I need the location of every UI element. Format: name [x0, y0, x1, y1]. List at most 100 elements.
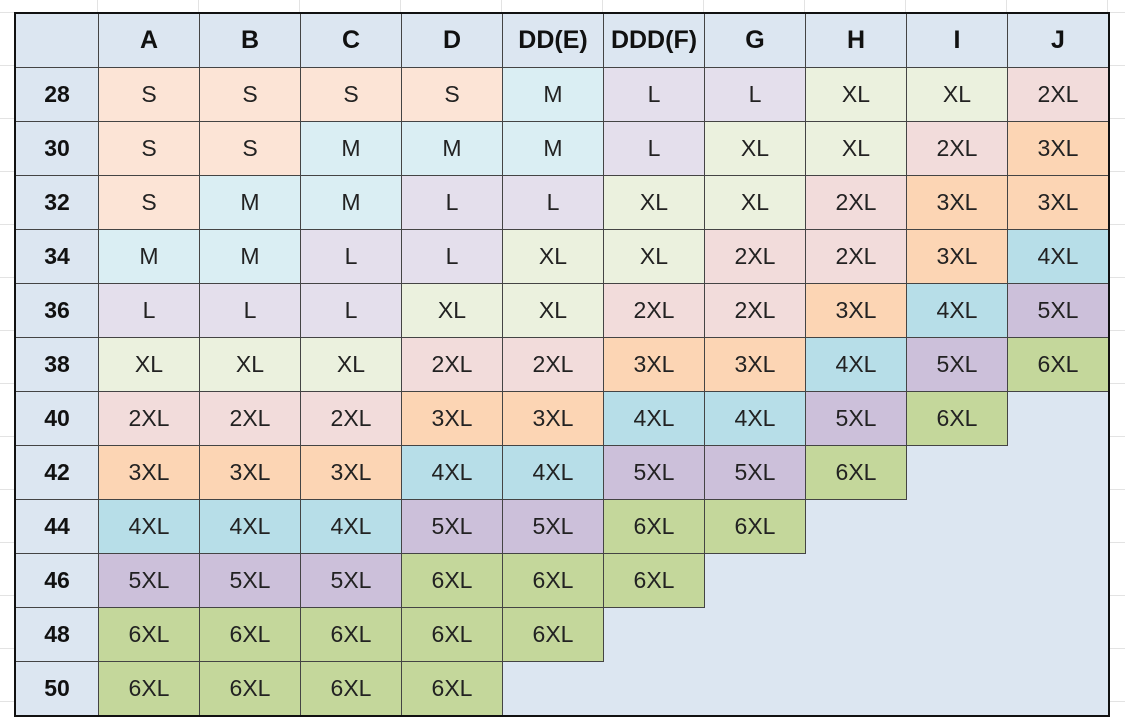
- size-cell: XL: [805, 67, 907, 122]
- size-cell: XL: [98, 337, 200, 392]
- table-row: 40 2XL 2XL 2XL 3XL 3XL 4XL 4XL 5XL 6XL: [14, 391, 1110, 446]
- column-header: C: [300, 12, 402, 68]
- size-cell: L: [300, 229, 402, 284]
- size-cell: M: [401, 121, 503, 176]
- size-cell: 6XL: [199, 607, 301, 662]
- size-cell: 5XL: [502, 499, 604, 554]
- row-header: 28: [14, 67, 99, 122]
- size-cell: M: [300, 121, 402, 176]
- table-row: 50 6XL 6XL 6XL 6XL: [14, 661, 1109, 717]
- size-cell: 6XL: [199, 661, 301, 717]
- size-cell: 6XL: [98, 607, 200, 662]
- size-cell: 6XL: [1007, 337, 1110, 392]
- size-cell: XL: [906, 67, 1008, 122]
- size-cell: XL: [603, 175, 705, 230]
- size-cell: 6XL: [502, 553, 604, 608]
- size-cell: 6XL: [300, 661, 402, 717]
- size-cell: 2XL: [906, 121, 1008, 176]
- empty-cell: [503, 662, 604, 717]
- size-cell: 3XL: [603, 337, 705, 392]
- size-cell: 3XL: [1007, 121, 1110, 176]
- size-cell: 6XL: [502, 607, 604, 662]
- row-header: 32: [14, 175, 99, 230]
- empty-cell: [806, 500, 907, 554]
- size-cell: L: [401, 175, 503, 230]
- size-cell: 6XL: [603, 499, 705, 554]
- table-row: 36 L L L XL XL 2XL 2XL 3XL 4XL 5XL: [14, 283, 1110, 338]
- size-cell: M: [199, 229, 301, 284]
- empty-cell: [604, 608, 705, 662]
- empty-cell: [907, 662, 1008, 717]
- size-cell: 2XL: [805, 175, 907, 230]
- size-cell: 2XL: [98, 391, 200, 446]
- size-cell: M: [300, 175, 402, 230]
- column-header: H: [805, 12, 907, 68]
- size-cell: 3XL: [906, 175, 1008, 230]
- size-cell: L: [502, 175, 604, 230]
- row-header: 34: [14, 229, 99, 284]
- size-cell: 5XL: [1007, 283, 1110, 338]
- size-cell: 4XL: [401, 445, 503, 500]
- table-row: 38 XL XL XL 2XL 2XL 3XL 3XL 4XL 5XL 6XL: [14, 337, 1110, 392]
- size-cell: 3XL: [805, 283, 907, 338]
- empty-cell: [705, 662, 806, 717]
- size-cell: 4XL: [98, 499, 200, 554]
- row-header: 42: [14, 445, 99, 500]
- size-cell: XL: [704, 121, 806, 176]
- size-cell: 5XL: [704, 445, 806, 500]
- header-row: A B C D DD(E) DDD(F) G H I J: [14, 12, 1110, 68]
- empty-cell: [1008, 392, 1110, 446]
- size-cell: M: [502, 121, 604, 176]
- size-cell: 6XL: [603, 553, 705, 608]
- row-header: 30: [14, 121, 99, 176]
- size-cell: 2XL: [805, 229, 907, 284]
- size-table: A B C D DD(E) DDD(F) G H I J 28 S S S S M L L XL XL 2XL 30 S S…: [14, 12, 1110, 717]
- size-cell: 4XL: [603, 391, 705, 446]
- size-cell: 6XL: [704, 499, 806, 554]
- size-cell: 2XL: [704, 229, 806, 284]
- size-cell: 5XL: [98, 553, 200, 608]
- empty-cell: [907, 554, 1008, 608]
- size-cell: M: [98, 229, 200, 284]
- size-cell: L: [300, 283, 402, 338]
- size-cell: S: [401, 67, 503, 122]
- size-cell: XL: [401, 283, 503, 338]
- size-cell: S: [199, 121, 301, 176]
- size-cell: S: [98, 175, 200, 230]
- size-cell: M: [199, 175, 301, 230]
- size-cell: 6XL: [906, 391, 1008, 446]
- size-cell: L: [199, 283, 301, 338]
- size-cell: XL: [603, 229, 705, 284]
- size-cell: 3XL: [1007, 175, 1110, 230]
- size-cell: S: [300, 67, 402, 122]
- empty-cell: [1008, 446, 1110, 500]
- column-header: DDD(F): [603, 12, 705, 68]
- size-cell: 2XL: [300, 391, 402, 446]
- size-cell: 3XL: [704, 337, 806, 392]
- size-cell: 3XL: [98, 445, 200, 500]
- row-header: 38: [14, 337, 99, 392]
- size-cell: 5XL: [906, 337, 1008, 392]
- size-cell: 6XL: [805, 445, 907, 500]
- size-cell: XL: [502, 283, 604, 338]
- empty-cell: [1008, 554, 1110, 608]
- size-cell: 5XL: [300, 553, 402, 608]
- size-cell: 4XL: [502, 445, 604, 500]
- size-cell: XL: [300, 337, 402, 392]
- table-row: 32 S M M L L XL XL 2XL 3XL 3XL: [14, 175, 1110, 230]
- empty-cell: [806, 662, 907, 717]
- size-cell: 4XL: [805, 337, 907, 392]
- size-cell: 6XL: [401, 553, 503, 608]
- size-cell: 3XL: [199, 445, 301, 500]
- empty-cell: [705, 608, 806, 662]
- size-cell: 4XL: [199, 499, 301, 554]
- size-cell: S: [98, 67, 200, 122]
- size-cell: S: [98, 121, 200, 176]
- row-header: 50: [14, 661, 99, 717]
- size-cell: M: [502, 67, 604, 122]
- size-cell: 6XL: [401, 661, 503, 717]
- size-cell: 2XL: [401, 337, 503, 392]
- size-cell: 6XL: [98, 661, 200, 717]
- table-row: 42 3XL 3XL 3XL 4XL 4XL 5XL 5XL 6XL: [14, 445, 1110, 500]
- empty-cell: [604, 662, 705, 717]
